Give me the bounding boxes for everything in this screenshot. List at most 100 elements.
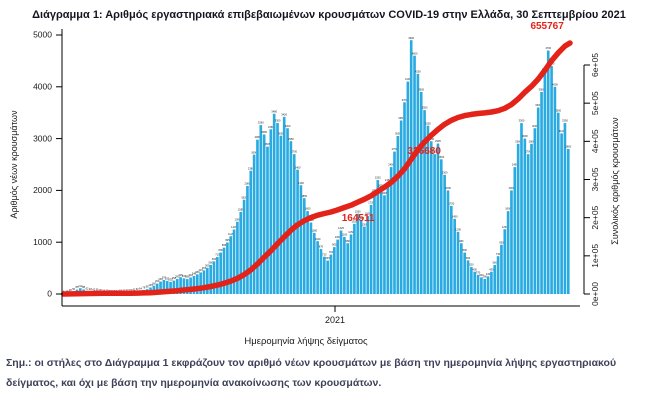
daily-cases-bar (286, 128, 289, 294)
bar-value-label: 2800 (565, 145, 571, 149)
bar-value-label: 1505 (365, 212, 371, 216)
bar-value-label: 325 (178, 273, 183, 277)
daily-cases-bar (366, 216, 370, 294)
bar-value-label: 1300 (362, 222, 368, 226)
bar-value-label: 800 (463, 248, 468, 252)
daily-cases-bar (165, 280, 169, 294)
bar-value-label: 288 (185, 275, 190, 279)
bar-value-label: 78 (142, 286, 145, 290)
left-tick-label: 3000 (33, 133, 52, 143)
cumulative-line (60, 40, 573, 297)
daily-cases-bar (483, 278, 487, 294)
bar-value-label: 895 (222, 243, 227, 247)
bar-value-label: 650 (466, 256, 471, 260)
bar-value-label: 290 (175, 275, 180, 279)
daily-cases-bar (466, 260, 470, 294)
bar-value-label: 62 (86, 286, 89, 290)
left-tick-label: 1000 (33, 237, 52, 247)
bar-value-label: 3200 (532, 124, 538, 128)
daily-cases-bar (523, 138, 527, 294)
daily-cases-bar (443, 174, 446, 294)
bar-value-label: 1720 (368, 201, 374, 205)
cumulative-annotation: 326680 (408, 146, 442, 157)
daily-cases-bar (453, 218, 456, 294)
bar-value-label: 3300 (519, 119, 525, 123)
bar-value-label: 2200 (375, 176, 381, 180)
bar-value-label: 3600 (535, 103, 541, 107)
bar-value-label: 995 (225, 238, 230, 242)
daily-cases-bar (189, 277, 192, 294)
bar-value-label: 560 (209, 261, 214, 265)
daily-cases-bar (195, 274, 199, 294)
bar-value-label: 302 (182, 274, 187, 278)
bar-value-label: 870 (319, 245, 324, 249)
daily-cases-bar (530, 143, 533, 294)
bar-value-label: 1050 (335, 235, 341, 239)
right-tick-label: 2e+05 (590, 205, 600, 229)
daily-cases-bar (363, 226, 366, 294)
daily-cases-bar (299, 185, 303, 294)
bar-value-label: 235 (168, 277, 173, 281)
bar-value-label: 252 (165, 277, 170, 281)
bar-value-label: 980 (346, 239, 351, 243)
bar-value-label: 560 (493, 261, 498, 265)
bar-value-label: 95 (146, 285, 149, 289)
bar-value-label: 800 (219, 248, 224, 252)
daily-cases-bar (229, 236, 233, 294)
left-tick-label: 2000 (33, 185, 52, 195)
bar-value-label: 370 (476, 270, 481, 274)
daily-cases-bar (336, 239, 339, 294)
bar-value-label: 950 (499, 240, 504, 244)
daily-cases-bar (272, 113, 276, 295)
bar-value-label: 3300 (275, 119, 281, 123)
bar-value-label: 2845 (265, 142, 271, 146)
bar-value-label: 258 (172, 276, 177, 280)
daily-cases-bar (416, 73, 420, 294)
bar-value-label: 3200 (285, 124, 291, 128)
bar-value-label: 340 (486, 272, 491, 276)
daily-cases-bar (376, 180, 380, 294)
daily-cases-bar (169, 281, 172, 294)
bar-value-label: 3250 (425, 121, 431, 125)
daily-cases-bar (369, 204, 373, 294)
bar-value-label: 430 (489, 267, 494, 271)
daily-cases-bar (252, 154, 256, 294)
daily-cases-bar (185, 279, 189, 294)
daily-cases-bar (403, 102, 406, 294)
daily-cases-bar (506, 211, 510, 294)
bar-value-label: 2950 (288, 137, 294, 141)
daily-cases-bar (246, 186, 249, 294)
daily-cases-bar (279, 135, 283, 294)
bar-value-label: 3480 (271, 109, 277, 113)
daily-cases-bar (429, 141, 433, 294)
bar-value-label: 36 (96, 288, 99, 292)
daily-cases-bar (262, 134, 266, 294)
x-axis-label: Ημερομηνία λήψης δείγματος (244, 336, 368, 347)
daily-cases-bar (179, 277, 182, 295)
daily-cases-bar (516, 143, 520, 294)
bar-value-label: 1020 (315, 237, 321, 241)
bar-value-label: 730 (496, 252, 501, 256)
bar-value-label: 715 (215, 253, 220, 257)
bar-value-label: 3420 (281, 112, 287, 116)
daily-cases-bar (175, 278, 179, 294)
bar-value-label: 1200 (455, 227, 461, 231)
right-tick-label: 6e+05 (590, 53, 600, 77)
daily-cases-bar (316, 241, 319, 294)
bar-value-label: 380 (195, 270, 200, 274)
bar-value-label: 85 (76, 285, 79, 289)
left-tick-label: 0 (47, 289, 52, 299)
bar-value-label: 318 (188, 273, 193, 277)
cumulative-annotation: 164511 (342, 213, 375, 224)
daily-cases-bar (413, 55, 416, 294)
daily-cases-bar (222, 247, 226, 294)
bar-value-label: 1395 (235, 217, 241, 221)
bar-value-label: 1100 (342, 233, 348, 237)
daily-cases-bar (496, 256, 500, 294)
daily-cases-bar (326, 260, 329, 294)
bar-value-label: 3055 (278, 131, 284, 135)
bar-value-label: 14 (66, 289, 69, 293)
bar-value-label: 1600 (505, 207, 511, 211)
daily-cases-bar (439, 159, 443, 294)
